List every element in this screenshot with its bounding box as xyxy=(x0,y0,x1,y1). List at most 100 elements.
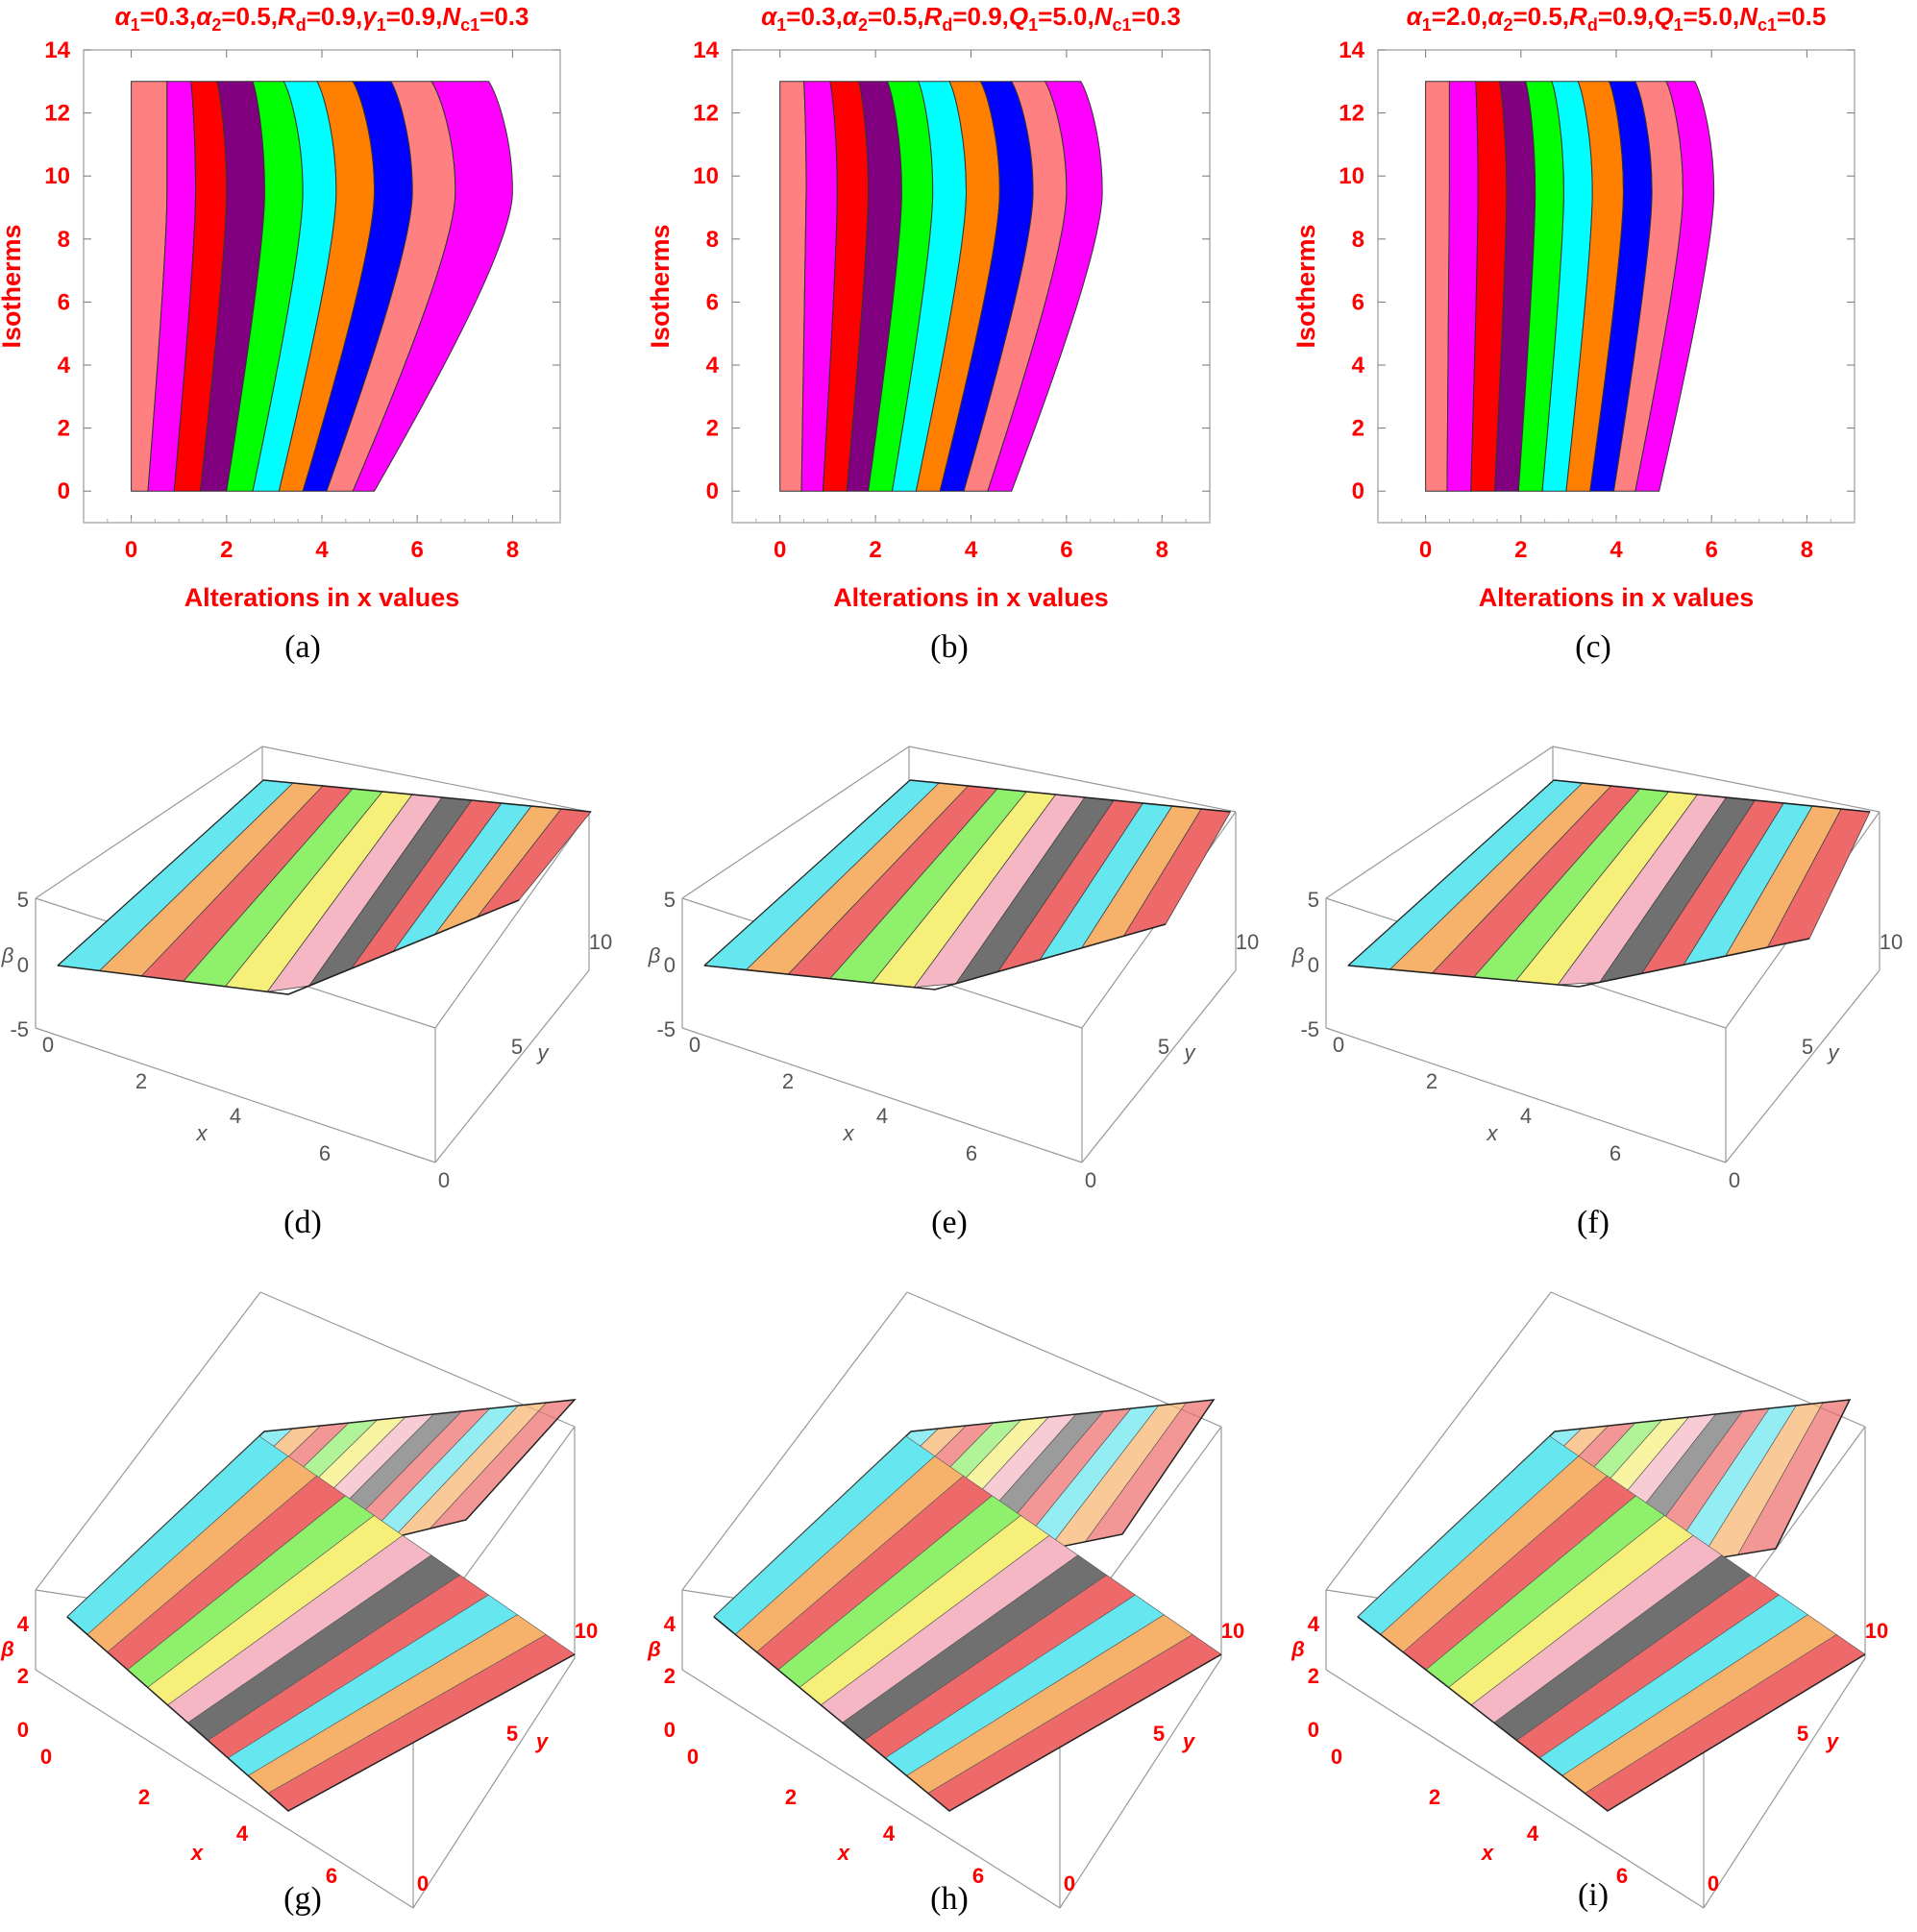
y-axis-label: Isotherms xyxy=(0,224,26,348)
x-tick-label: 0 xyxy=(1333,1033,1344,1057)
y-tick-label: 10 xyxy=(44,163,70,189)
y-tick-label: 10 xyxy=(1221,1619,1244,1643)
x-tick-label: 2 xyxy=(220,537,233,563)
y-axis-label: y xyxy=(1827,1040,1841,1064)
x-tick-label: 4 xyxy=(1527,1822,1539,1846)
x-axis-label: Alterations in x values xyxy=(184,583,460,612)
x-tick-label: 8 xyxy=(506,537,519,563)
y-tick-label: 0 xyxy=(1085,1168,1096,1192)
y-tick-label: 4 xyxy=(58,353,71,379)
y-tick-label: 5 xyxy=(1153,1722,1165,1746)
z-tick-label: 4 xyxy=(664,1612,676,1636)
x-tick-label: 2 xyxy=(1514,537,1527,563)
y-tick-label: 8 xyxy=(58,227,70,253)
z-tick-label: -5 xyxy=(656,1017,676,1041)
x-axis-label: x xyxy=(1487,1121,1499,1145)
x-tick-label: 4 xyxy=(1520,1104,1532,1128)
subfigure-label-i: (i) xyxy=(1577,1877,1610,1913)
x-tick-label: 4 xyxy=(1610,537,1623,563)
y-tick-label: 4 xyxy=(1352,353,1365,379)
z-tick-label: -5 xyxy=(10,1017,29,1041)
y-axis-label: y xyxy=(535,1729,550,1753)
x-tick-label: 0 xyxy=(1419,537,1432,563)
y-tick-label: 12 xyxy=(693,101,719,127)
x-tick-label: 6 xyxy=(1060,537,1072,563)
x-tick-label: 4 xyxy=(236,1822,249,1846)
box-edge xyxy=(434,811,590,1029)
box-edge xyxy=(1325,1669,1705,1909)
z-tick-label: 0 xyxy=(664,1718,676,1742)
y-tick-label: 0 xyxy=(438,1168,450,1192)
x-tick-label: 6 xyxy=(972,1864,984,1888)
y-tick-label: 14 xyxy=(44,37,70,63)
subfigure-label-h: (h) xyxy=(930,1881,969,1917)
x-tick-label: 4 xyxy=(883,1822,896,1846)
y-tick-label: 5 xyxy=(1158,1035,1169,1059)
x-axis-label: x xyxy=(1481,1841,1494,1865)
z-tick-label: 4 xyxy=(17,1612,30,1636)
surface-edge xyxy=(1553,779,1871,813)
surface-edge xyxy=(262,779,592,813)
x-tick-label: 6 xyxy=(319,1141,331,1165)
surface-edge xyxy=(703,923,1167,990)
x-tick-label: 0 xyxy=(1331,1745,1342,1769)
y-tick-label: 0 xyxy=(1064,1871,1075,1895)
x-tick-label: 6 xyxy=(326,1864,337,1888)
y-axis-label: Isotherms xyxy=(646,224,675,348)
panel-title: α1=2.0,α2=0.5,Rd=0.9,Q1=5.0,Nc1=0.5 xyxy=(1407,2,1827,35)
subfigure-label-c: (c) xyxy=(1575,629,1611,665)
y-axis-label: y xyxy=(1183,1040,1197,1064)
y-tick-label: 14 xyxy=(1339,37,1364,63)
x-axis-label: x xyxy=(843,1121,855,1145)
y-tick-label: 10 xyxy=(1236,930,1259,954)
lower-surface-edge xyxy=(66,1616,576,1812)
box-edge xyxy=(681,1027,1083,1163)
z-tick-label: 4 xyxy=(1308,1612,1320,1636)
box-edge xyxy=(35,1669,414,1909)
z-tick-label: 0 xyxy=(1308,953,1319,977)
x-tick-label: 2 xyxy=(782,1069,794,1093)
contour-panel-b: 0 2 4 6 8 0 2 4 6 8 10 12 14 Alterations in x values I… xyxy=(646,2,1211,612)
box-edge xyxy=(1725,969,1880,1163)
y-tick-label: 5 xyxy=(506,1722,518,1746)
z-tick-label: 2 xyxy=(1308,1664,1319,1688)
contour-panel-c: 0 2 4 6 8 0 2 4 6 8 10 12 14 Alterations in x values I… xyxy=(1291,2,1856,612)
z-tick-label: 2 xyxy=(664,1664,676,1688)
box-edge xyxy=(1325,1027,1727,1163)
x-tick-label: 0 xyxy=(774,537,786,563)
contour-band xyxy=(352,81,513,492)
box-edge xyxy=(681,746,910,899)
lower-surface-edge xyxy=(1357,1616,1866,1812)
y-tick-label: 5 xyxy=(1802,1035,1813,1059)
x-tick-label: 0 xyxy=(125,537,137,563)
z-axis-label: β xyxy=(1291,943,1305,967)
z-axis-label: β xyxy=(1290,1637,1305,1661)
x-tick-label: 4 xyxy=(876,1104,888,1128)
x-tick-label: 8 xyxy=(1156,537,1168,563)
x-tick-label: 4 xyxy=(965,537,978,563)
box-edge xyxy=(1081,969,1237,1163)
y-tick-label: 12 xyxy=(44,101,70,127)
x-tick-label: 6 xyxy=(1706,537,1718,563)
z-tick-label: 0 xyxy=(17,953,29,977)
y-tick-label: 12 xyxy=(1339,101,1364,127)
surface-panel-g: 4 2 0 β 0 2 4 6 x 0 5 10 y xyxy=(0,1291,598,1909)
x-axis-label: x xyxy=(190,1841,204,1865)
x-tick-label: 2 xyxy=(135,1069,147,1093)
surface-edge xyxy=(57,779,264,966)
x-tick-label: 4 xyxy=(315,537,329,563)
y-tick-label: 10 xyxy=(1339,163,1364,189)
x-tick-label: 0 xyxy=(687,1745,699,1769)
surface-edge xyxy=(1347,779,1555,966)
z-tick-label: 0 xyxy=(17,1718,29,1742)
z-tick-label: 2 xyxy=(17,1664,29,1688)
y-tick-label: 6 xyxy=(1352,289,1364,315)
subfigure-label-g: (g) xyxy=(283,1881,322,1917)
y-axis-label: y xyxy=(1182,1729,1196,1753)
surface-edge xyxy=(703,779,911,966)
z-tick-label: 5 xyxy=(1308,888,1319,912)
x-tick-label: 0 xyxy=(689,1033,700,1057)
y-tick-label: 0 xyxy=(1729,1168,1740,1192)
